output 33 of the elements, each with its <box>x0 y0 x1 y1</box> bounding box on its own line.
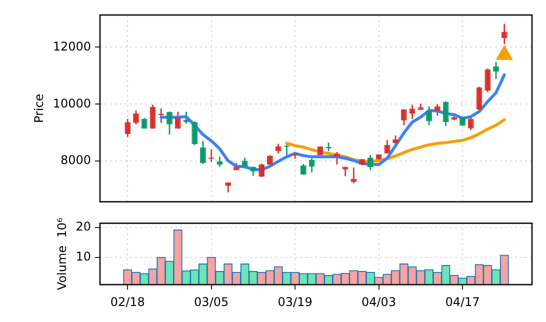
candlestick <box>258 162 265 178</box>
y-tick-label: 20 <box>76 220 91 234</box>
candlestick <box>308 158 315 174</box>
candlestick <box>434 103 440 117</box>
candlestick <box>334 151 340 166</box>
candlestick <box>501 23 508 45</box>
candlestick <box>384 139 390 154</box>
x-tick-label: 04/03 <box>361 294 396 309</box>
candlestick <box>484 68 491 93</box>
x-tick-label: 03/19 <box>278 294 312 309</box>
candlestick <box>476 86 482 112</box>
candlestick <box>426 106 432 126</box>
y-tick-label: 8000 <box>60 153 91 168</box>
x-tick-label: 04/17 <box>445 294 480 309</box>
candlestick <box>493 61 499 80</box>
x-tick-label: 02/18 <box>110 294 145 309</box>
candlestick <box>124 118 131 138</box>
candlestick <box>275 143 282 154</box>
y-tick-label: 10000 <box>52 96 91 110</box>
y-axis-title: Price <box>32 94 46 124</box>
candlestick <box>192 120 198 146</box>
y-tick-label: 12000 <box>52 39 91 54</box>
candlestick <box>200 140 206 165</box>
candlestick <box>409 104 416 120</box>
candlestick <box>150 104 156 130</box>
candlestick <box>367 154 374 171</box>
candlestick <box>350 166 357 184</box>
candlestick <box>166 110 172 136</box>
candlestick <box>400 108 407 126</box>
candlestick <box>442 100 449 127</box>
y-tick-label: 10 <box>76 250 91 264</box>
x-tick-label: 03/05 <box>194 294 229 309</box>
y-axis-title: Volume 10⁶ <box>55 218 70 290</box>
